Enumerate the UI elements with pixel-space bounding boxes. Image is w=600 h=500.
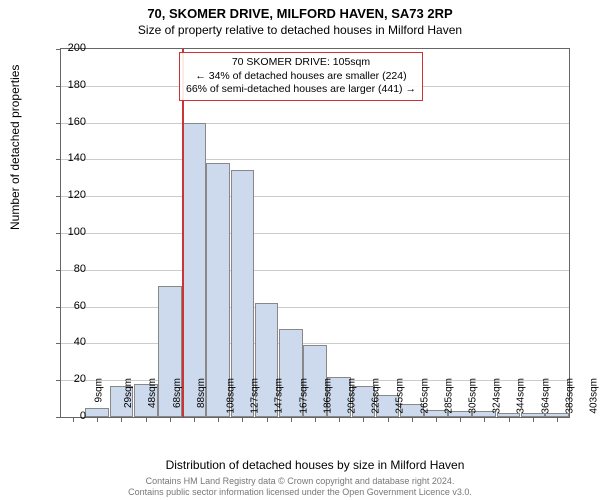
plot-area: 70 SKOMER DRIVE: 105sqm← 34% of detached… xyxy=(60,48,570,418)
y-axis-label: Number of detached properties xyxy=(8,65,22,230)
x-axis-label: Distribution of detached houses by size … xyxy=(60,458,570,472)
xtick-label: 226sqm xyxy=(371,378,382,414)
ytick-mark xyxy=(56,49,61,50)
annotation-line-1: 70 SKOMER DRIVE: 105sqm xyxy=(186,56,416,70)
xtick-mark xyxy=(533,417,534,422)
xtick-mark xyxy=(121,417,122,422)
ytick-mark xyxy=(56,196,61,197)
xtick-mark xyxy=(291,417,292,422)
xtick-label: 383sqm xyxy=(564,378,575,414)
ytick-mark xyxy=(56,307,61,308)
ytick-label: 200 xyxy=(68,42,86,54)
chart-subtitle: Size of property relative to detached ho… xyxy=(0,23,600,41)
gridline xyxy=(61,343,569,344)
histogram-bar xyxy=(182,123,206,417)
histogram-bar xyxy=(85,408,109,417)
annotation-line-2: ← 34% of detached houses are smaller (22… xyxy=(186,70,416,84)
xtick-label: 9sqm xyxy=(94,378,105,402)
xtick-mark xyxy=(412,417,413,422)
ytick-label: 100 xyxy=(68,226,86,238)
xtick-label: 108sqm xyxy=(226,378,237,414)
footer-line-1: Contains HM Land Registry data © Crown c… xyxy=(0,476,600,487)
ytick-label: 60 xyxy=(74,300,86,312)
ytick-mark xyxy=(56,270,61,271)
xtick-label: 324sqm xyxy=(492,378,503,414)
xtick-mark xyxy=(170,417,171,422)
xtick-label: 206sqm xyxy=(347,378,358,414)
ytick-label: 40 xyxy=(74,336,86,348)
ytick-label: 180 xyxy=(68,79,86,91)
xtick-label: 167sqm xyxy=(298,378,309,414)
xtick-label: 147sqm xyxy=(274,378,285,414)
xtick-mark xyxy=(460,417,461,422)
xtick-label: 29sqm xyxy=(123,378,134,408)
xtick-label: 186sqm xyxy=(322,378,333,414)
xtick-label: 68sqm xyxy=(172,378,183,408)
ytick-mark xyxy=(56,159,61,160)
annotation-box: 70 SKOMER DRIVE: 105sqm← 34% of detached… xyxy=(179,52,423,101)
footer-text: Contains HM Land Registry data © Crown c… xyxy=(0,476,600,498)
xtick-mark xyxy=(97,417,98,422)
xtick-mark xyxy=(509,417,510,422)
xtick-mark xyxy=(267,417,268,422)
annotation-line-3: 66% of semi-detached houses are larger (… xyxy=(186,83,416,97)
xtick-label: 364sqm xyxy=(540,378,551,414)
gridline xyxy=(61,270,569,271)
chart-title: 70, SKOMER DRIVE, MILFORD HAVEN, SA73 2R… xyxy=(0,0,600,23)
gridline xyxy=(61,307,569,308)
gridline xyxy=(61,196,569,197)
gridline xyxy=(61,233,569,234)
xtick-label: 403sqm xyxy=(588,378,599,414)
xtick-mark xyxy=(73,417,74,422)
xtick-label: 48sqm xyxy=(147,378,158,408)
xtick-mark xyxy=(363,417,364,422)
xtick-mark xyxy=(194,417,195,422)
ytick-mark xyxy=(56,86,61,87)
ytick-label: 0 xyxy=(80,410,86,422)
property-marker-line xyxy=(182,49,184,417)
gridline xyxy=(61,159,569,160)
ytick-mark xyxy=(56,343,61,344)
xtick-mark xyxy=(436,417,437,422)
ytick-mark xyxy=(56,233,61,234)
ytick-label: 160 xyxy=(68,116,86,128)
ytick-label: 20 xyxy=(74,373,86,385)
ytick-label: 120 xyxy=(68,189,86,201)
gridline xyxy=(61,123,569,124)
xtick-mark xyxy=(484,417,485,422)
footer-line-2: Contains public sector information licen… xyxy=(0,487,600,498)
ytick-label: 80 xyxy=(74,263,86,275)
xtick-label: 344sqm xyxy=(516,378,527,414)
xtick-mark xyxy=(146,417,147,422)
xtick-label: 88sqm xyxy=(196,378,207,408)
xtick-mark xyxy=(218,417,219,422)
xtick-mark xyxy=(339,417,340,422)
xtick-label: 127sqm xyxy=(250,378,261,414)
xtick-label: 285sqm xyxy=(443,378,454,414)
xtick-label: 305sqm xyxy=(468,378,479,414)
xtick-label: 265sqm xyxy=(419,378,430,414)
ytick-mark xyxy=(56,123,61,124)
ytick-mark xyxy=(56,417,61,418)
xtick-mark xyxy=(242,417,243,422)
xtick-mark xyxy=(388,417,389,422)
chart-container: 70, SKOMER DRIVE, MILFORD HAVEN, SA73 2R… xyxy=(0,0,600,500)
xtick-label: 245sqm xyxy=(395,378,406,414)
ytick-mark xyxy=(56,380,61,381)
xtick-mark xyxy=(315,417,316,422)
xtick-mark xyxy=(557,417,558,422)
ytick-label: 140 xyxy=(68,152,86,164)
